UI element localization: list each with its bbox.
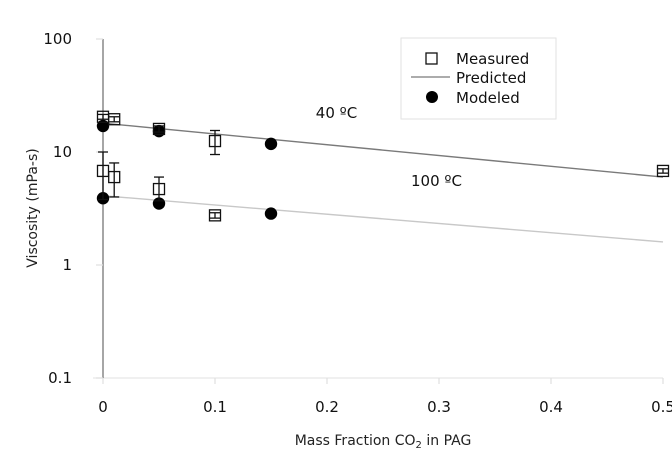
data-markers xyxy=(96,110,670,222)
measured-square xyxy=(208,209,222,222)
legend-label-predicted: Predicted xyxy=(456,69,526,87)
x-tick-label: 0.2 xyxy=(315,398,339,416)
measured-point xyxy=(152,176,166,202)
temperature-annotation: 40 ºC xyxy=(316,104,357,122)
measured-point xyxy=(108,162,121,198)
x-axis-title-sub: 2 xyxy=(416,440,422,451)
predicted-line xyxy=(102,122,664,178)
predicted-line xyxy=(102,195,664,243)
temperature-annotation: 100 ºC xyxy=(411,172,462,190)
x-tick-label: 0 xyxy=(98,398,108,416)
x-tick-label: 0.1 xyxy=(203,398,227,416)
measured-point xyxy=(208,129,222,156)
legend: Measured Predicted Modeled xyxy=(400,37,557,120)
measured-point xyxy=(96,151,110,201)
legend-square-icon xyxy=(425,52,438,65)
legend-label-measured: Measured xyxy=(456,50,529,68)
x-axis-title-main: Mass Fraction CO xyxy=(295,433,416,449)
y-tick-label: 100 xyxy=(43,30,72,48)
measured-point xyxy=(656,164,670,178)
legend-circle-icon xyxy=(426,91,438,103)
y-tick-label: 1 xyxy=(62,256,72,274)
x-axis-title: Mass Fraction CO2 in PAG xyxy=(295,433,472,451)
modeled-point xyxy=(264,207,278,220)
legend-box xyxy=(400,37,557,120)
x-tick-label: 0.3 xyxy=(427,398,451,416)
legend-label-modeled: Modeled xyxy=(456,89,520,107)
y-tick-label: 0.1 xyxy=(48,369,72,387)
x-tick-label: 0.5 xyxy=(651,398,672,416)
modeled-point xyxy=(96,119,110,133)
y-axis-title: Viscosity (mPa-s) xyxy=(25,148,41,267)
measured-point xyxy=(152,122,166,136)
predicted-lines xyxy=(102,122,664,243)
modeled-point xyxy=(264,137,278,151)
x-tick-label: 0.4 xyxy=(539,398,563,416)
measured-point xyxy=(108,113,121,126)
measured-square xyxy=(208,134,222,148)
measured-point xyxy=(208,209,222,222)
annotations: 40 ºC 100 ºC xyxy=(316,104,462,190)
measured-square xyxy=(152,122,166,136)
measured-square xyxy=(656,164,670,178)
axes: 0 0.1 0.2 0.3 0.4 0.5 0.1 1 10 100 xyxy=(43,30,672,416)
measured-square xyxy=(108,170,121,184)
x-axis-title-suffix: in PAG xyxy=(422,433,471,449)
measured-square xyxy=(108,113,121,126)
measured-square xyxy=(152,182,166,196)
y-tick-label: 10 xyxy=(53,143,72,161)
